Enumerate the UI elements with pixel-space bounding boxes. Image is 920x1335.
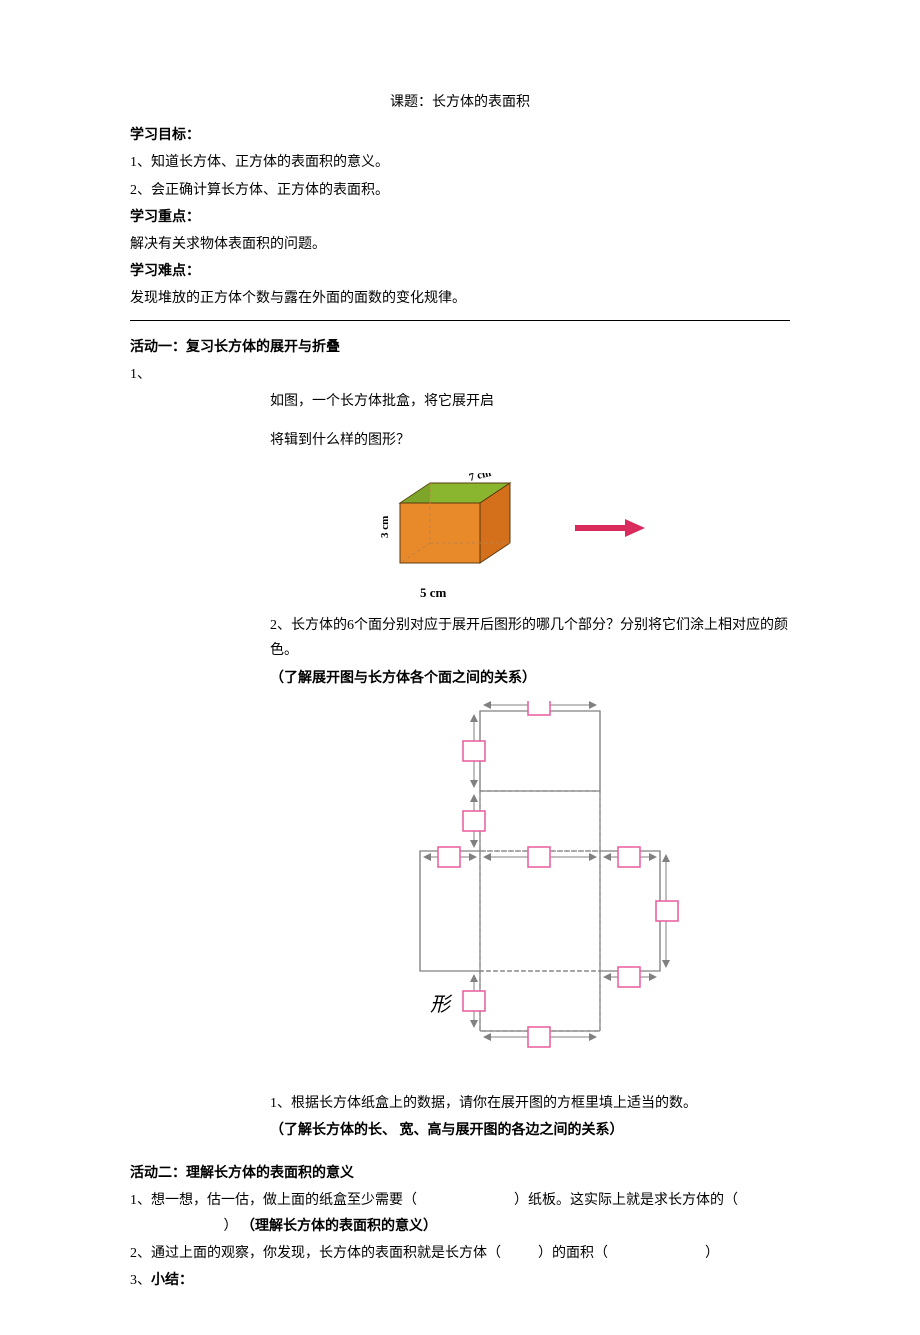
activity1-heading: 活动一：复习长方体的展开与折叠 [130, 335, 790, 360]
a2-i1-c: ） [224, 1219, 238, 1234]
activity1-label1: 1、 [130, 362, 790, 387]
objective-2: 2、会正确计算长方体、正方体的表面积。 [130, 178, 790, 203]
activity1-q1-line1: 如图，一个长方体批盒，将它展开启 [270, 389, 790, 414]
divider [130, 320, 790, 321]
a2-i2-c: ） [705, 1246, 719, 1261]
dim-3cm: 3 cm [379, 516, 391, 538]
activity1-q3-note: （了解长方体的长、 宽、高与展开图的各边之间的关系） [270, 1118, 790, 1143]
arrow-icon [570, 513, 650, 543]
difficulty-heading: 学习难点： [130, 259, 790, 284]
activity2-item1: 1、想一想，估一估，做上面的纸盒至少需要（ ）纸板。这实际上就是求长方体的（ ）… [130, 1188, 790, 1238]
activity1-q2: 2、长方体的6个面分别对应于展开后图形的哪几个部分？分别将它们涂上相对应的颜色。 [270, 613, 790, 663]
objectives-heading: 学习目标： [130, 123, 790, 148]
activity2-heading: 活动二：理解长方体的表面积的意义 [130, 1161, 790, 1186]
dim-5cm: 5 cm [420, 581, 446, 604]
unfold-char-label: 形 [430, 994, 453, 1016]
a2-i3-bold: 小结： [151, 1273, 193, 1288]
activity1-q2-note: （了解展开图与长方体各个面之间的关系） [270, 666, 790, 691]
difficulty-text: 发现堆放的正方体个数与露在外面的面数的变化规律。 [130, 286, 790, 311]
cuboid-svg: 7 cm 3 cm [370, 473, 530, 603]
cuboid-figure: 7 cm 3 cm 5 cm [370, 473, 670, 603]
dim-7cm: 7 cm [468, 473, 493, 484]
a2-i1-a: 1、想一想，估一估，做上面的纸盒至少需要（ [130, 1193, 417, 1208]
a2-i1-note: （理解长方体的表面积的意义） [241, 1219, 437, 1234]
page-title: 课题：长方体的表面积 [130, 90, 790, 115]
activity1-q3: 1、根据长方体纸盒上的数据，请你在展开图的方框里填上适当的数。 [270, 1091, 790, 1116]
a2-i1-b: ）纸板。这实际上就是求长方体的（ [514, 1193, 738, 1208]
activity2-item2: 2、通过上面的观察，你发现，长方体的表面积就是长方体（ ）的面积（ ） [130, 1241, 790, 1266]
a2-i3: 3、 [130, 1273, 151, 1288]
unfold-figure: 形 [370, 701, 730, 1081]
keypoint-text: 解决有关求物体表面积的问题。 [130, 232, 790, 257]
activity1-q1-line2: 将辑到什么样的图形？ [270, 428, 790, 453]
objective-1: 1、知道长方体、正方体的表面积的意义。 [130, 150, 790, 175]
keypoint-heading: 学习重点： [130, 205, 790, 230]
a2-i2-b: ）的面积（ [538, 1246, 608, 1261]
a2-i2-a: 2、通过上面的观察，你发现，长方体的表面积就是长方体（ [130, 1246, 501, 1261]
activity2-item3: 3、小结： [130, 1268, 790, 1293]
